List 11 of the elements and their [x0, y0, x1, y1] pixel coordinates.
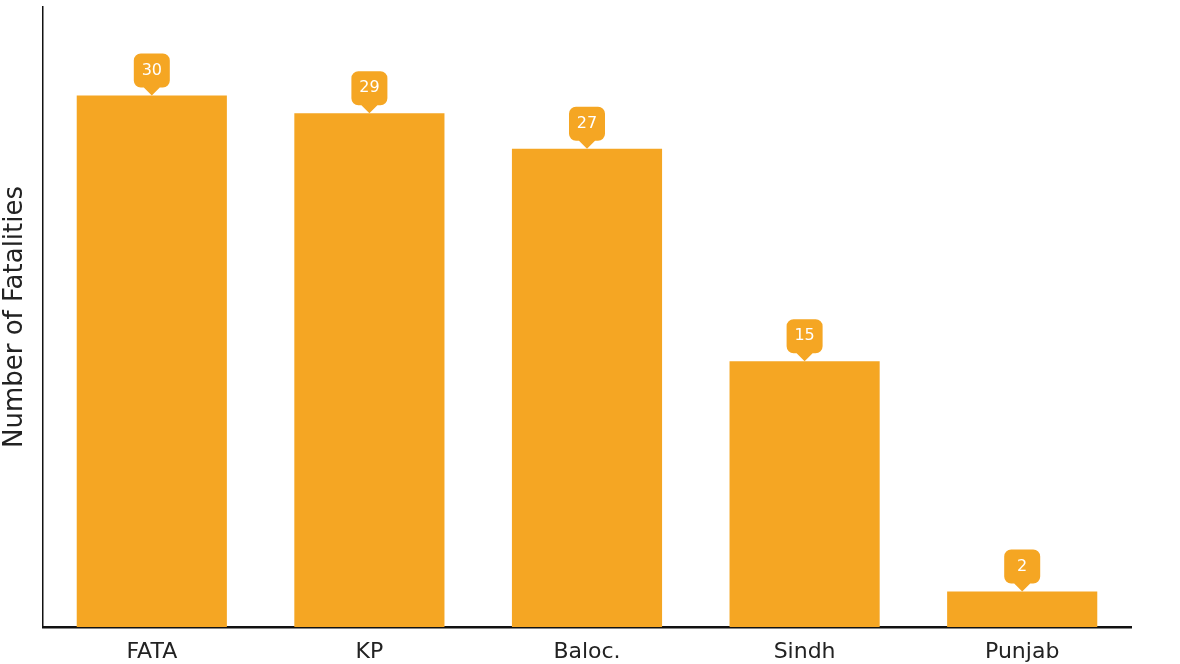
- data-label: 29: [359, 77, 380, 97]
- x-tick-label: Baloc.: [553, 637, 621, 663]
- y-axis-title: Number of Fatalities: [0, 185, 29, 449]
- data-label: 2: [1017, 555, 1028, 575]
- x-tick-label: KP: [355, 637, 384, 663]
- data-label: 15: [794, 325, 815, 345]
- x-tick-label: Sindh: [773, 637, 836, 663]
- data-label: 30: [141, 59, 162, 79]
- x-tick-label: Punjab: [985, 637, 1060, 663]
- data-label: 27: [576, 112, 598, 132]
- x-tick-label: FATA: [126, 637, 178, 663]
